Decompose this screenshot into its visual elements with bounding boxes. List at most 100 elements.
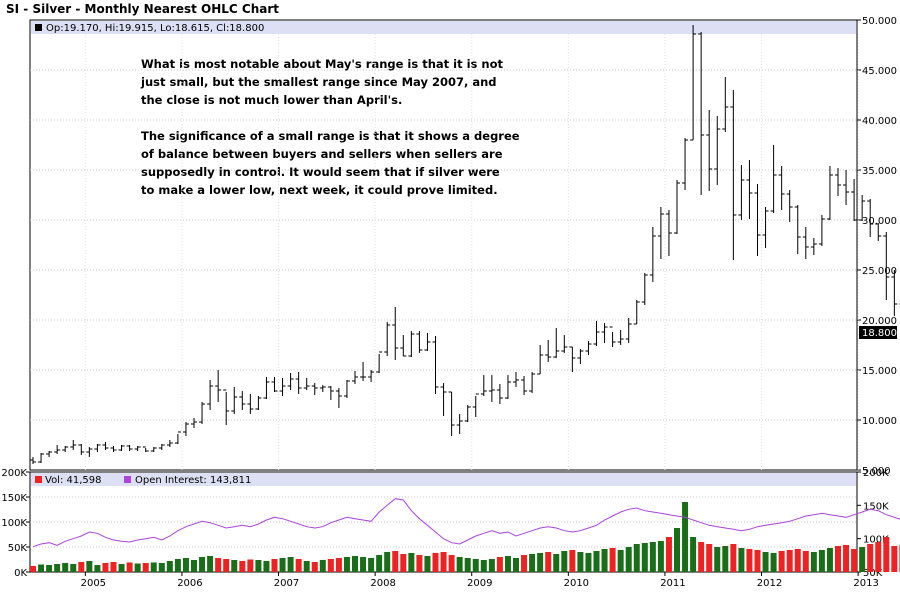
volume-bar — [150, 562, 157, 572]
volume-bar — [46, 565, 53, 572]
volume-bar — [577, 552, 584, 572]
volume-bar — [794, 549, 801, 572]
volume-bar — [62, 563, 69, 572]
volume-bar — [352, 556, 358, 572]
volume-bar — [835, 546, 841, 572]
ohlc-bar — [432, 336, 439, 394]
ohlc-bar — [303, 378, 310, 390]
ohlc-bar — [207, 380, 214, 410]
ohlc-bar — [488, 375, 495, 402]
ohlc-bar — [706, 110, 713, 191]
volume-legend-label: Vol: 41,598 — [45, 475, 102, 486]
ohlc-bar — [746, 160, 753, 219]
volume-bar — [102, 563, 109, 572]
volume-bar — [851, 549, 858, 572]
volume-bar — [335, 558, 342, 572]
volume-bar — [94, 565, 101, 572]
volume-bar — [142, 563, 149, 572]
annotation-line: just small, but the smallest range since… — [140, 75, 497, 89]
x-tick-label: 2012 — [757, 578, 782, 589]
ohlc-bar — [738, 165, 745, 220]
price-y-tick-label: 15.000 — [862, 366, 897, 377]
volume-y-tick-label: 50K — [8, 543, 28, 554]
volume-bar — [118, 564, 125, 572]
ohlc-bar — [102, 442, 109, 450]
annotation-line: to make a lower low, next week, it could… — [141, 183, 498, 197]
ohlc-bar — [867, 199, 874, 237]
volume-bar — [682, 502, 689, 572]
volume-bar — [400, 554, 407, 572]
ohlc-bar — [770, 145, 777, 213]
volume-bar — [883, 537, 890, 572]
ohlc-bar — [263, 377, 270, 399]
volume-bar — [859, 547, 866, 572]
ohlc-bar — [609, 326, 616, 347]
ohlc-bar — [343, 380, 350, 398]
volume-bar — [376, 555, 383, 572]
price-info-band — [31, 21, 856, 34]
ohlc-bar — [859, 195, 866, 221]
oi-y-tick-label: 100K — [863, 535, 889, 546]
volume-bar — [54, 564, 61, 572]
ohlc-bar — [891, 270, 898, 316]
ohlc-bar — [786, 190, 793, 222]
volume-bar — [134, 563, 141, 572]
ohlc-bar — [368, 370, 375, 382]
ohlc-bar — [545, 340, 552, 362]
ohlc-bar — [875, 223, 882, 241]
ohlc-bar — [585, 341, 592, 355]
x-axis: 2005200620072008200920102011201220132014 — [81, 34, 879, 589]
ohlc-bar — [794, 205, 801, 254]
volume-bar — [360, 557, 367, 572]
volume-bar — [521, 555, 528, 572]
volume-bar — [215, 558, 222, 572]
volume-bar — [199, 557, 206, 572]
annotation-line: What is most notable about May's range i… — [141, 57, 503, 71]
ohlc-bar — [62, 446, 69, 452]
volume-bar — [295, 559, 302, 572]
ohlc-bar — [199, 402, 206, 424]
x-tick-label: 2013 — [853, 578, 878, 589]
ohlc-bar — [166, 440, 173, 447]
oi-legend-swatch — [124, 476, 131, 483]
volume-y-tick-label: 200K — [1, 468, 27, 479]
ohlc-bar — [408, 331, 415, 357]
ohlc-bar — [762, 207, 769, 248]
volume-bar — [30, 566, 36, 572]
volume-bars — [30, 502, 900, 572]
volume-bar — [504, 556, 511, 572]
ohlc-bar — [633, 300, 640, 325]
annotation-line: supposedly in control. It would seem tha… — [141, 165, 500, 179]
ohlc-bar — [247, 394, 254, 414]
ohlc-bar — [54, 445, 61, 454]
volume-bar — [368, 558, 375, 572]
price-y-tick-label: 5.000 — [862, 466, 891, 477]
ohlc-bar — [392, 307, 399, 360]
volume-bar — [239, 561, 246, 572]
volume-bar — [633, 544, 640, 572]
price-y-tick-label: 50.000 — [862, 16, 897, 27]
x-tick-label: 2007 — [274, 578, 299, 589]
chart-title: SI - Silver - Monthly Nearest OHLC Chart — [6, 2, 279, 16]
ohlc-bar — [714, 116, 721, 185]
volume-bar — [875, 542, 882, 572]
volume-bar — [617, 550, 624, 572]
price-y-tick-label: 30.000 — [862, 216, 897, 227]
volume-bar — [714, 547, 721, 572]
ohlc-bar — [722, 77, 729, 132]
oi-y-tick-label: 150K — [863, 501, 889, 512]
ohlc-bar — [448, 391, 455, 436]
volume-bar — [730, 544, 737, 572]
volume-bar — [70, 564, 77, 572]
ohlc-bar — [617, 330, 624, 345]
price-y-tick-label: 25.000 — [862, 266, 897, 277]
ohlc-bar — [625, 318, 632, 343]
ohlc-bar — [641, 273, 648, 305]
volume-bar — [818, 550, 825, 572]
volume-y-tick-label: 150K — [1, 493, 27, 504]
ohlc-bar — [690, 25, 697, 141]
open-interest-line — [32, 498, 900, 548]
volume-bar — [722, 546, 729, 572]
volume-legend-swatch — [35, 476, 42, 483]
